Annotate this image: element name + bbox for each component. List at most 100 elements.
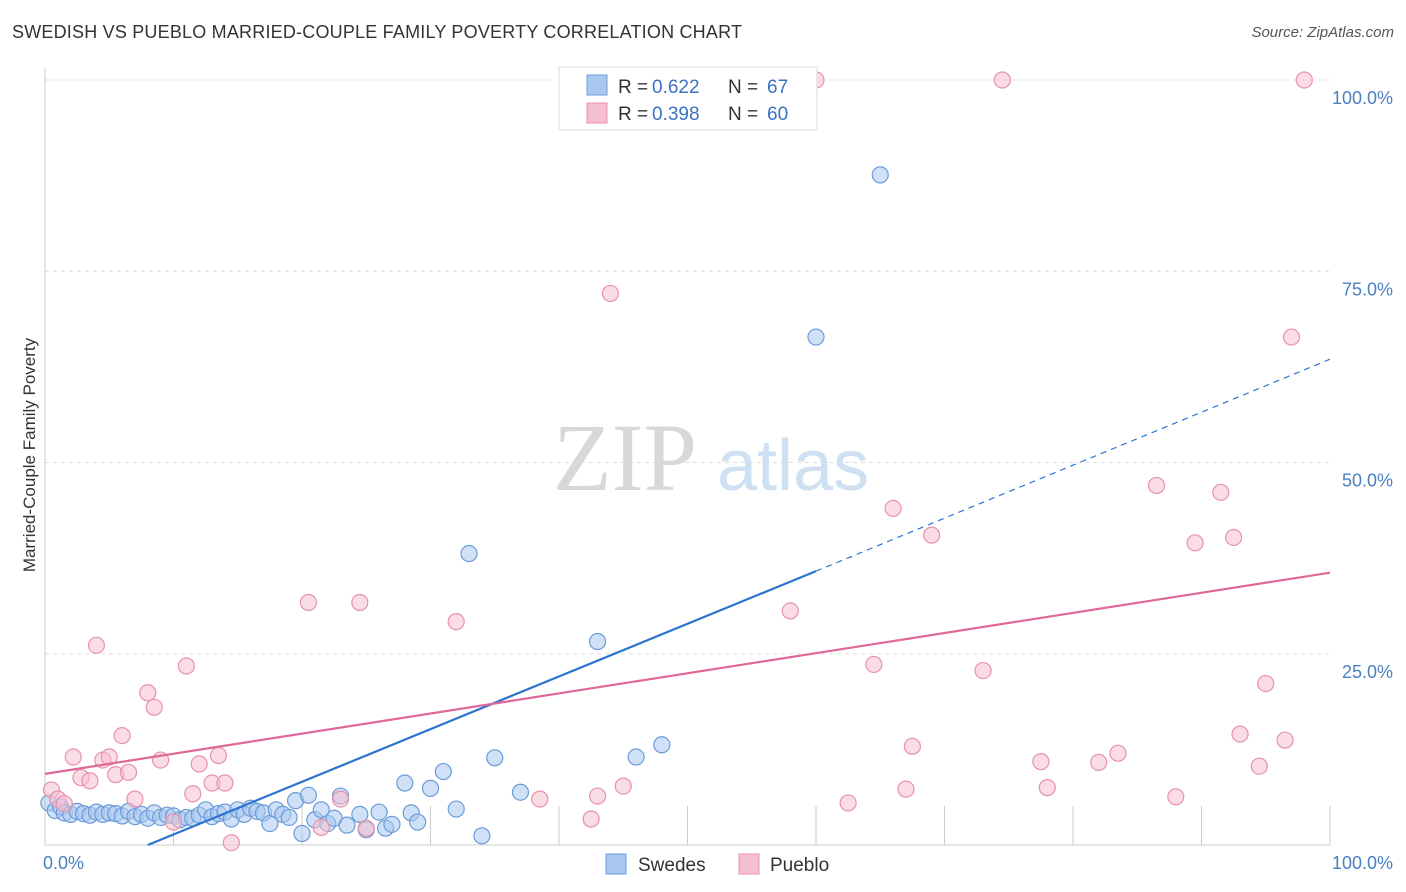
swedes-point	[627, 748, 645, 766]
pueblo-point	[1282, 328, 1301, 346]
pueblo-point	[1186, 534, 1204, 552]
swedes-point	[511, 783, 530, 801]
swedes-point	[351, 805, 369, 824]
pueblo-point	[1032, 753, 1050, 771]
bottom-legend-label-swedes: Swedes	[638, 855, 706, 876]
swedes-point	[261, 814, 279, 833]
pueblo-point	[190, 755, 208, 773]
watermark-atlas: atlas	[717, 426, 869, 506]
pueblo-point	[145, 698, 163, 716]
bottom-legend-label-pueblo: Pueblo	[770, 855, 829, 876]
pueblo-point	[531, 790, 549, 808]
legend-n-value-swedes: 67	[767, 77, 788, 98]
legend-swatch-pueblo	[586, 102, 608, 124]
y-tick-label: 25.0%	[1342, 662, 1393, 682]
pueblo-point	[1109, 744, 1127, 762]
x-tick-label-max: 100.0%	[1332, 853, 1393, 873]
pueblo-point	[126, 790, 144, 808]
swedes-point	[588, 632, 607, 651]
pueblo-point	[993, 71, 1011, 89]
pueblo-point	[139, 684, 157, 702]
chart-title: SWEDISH VS PUEBLO MARRIED-COUPLE FAMILY …	[12, 22, 743, 42]
pueblo-point	[614, 777, 632, 795]
legend-n-label-swedes: N =	[728, 77, 758, 98]
pueblo-point	[119, 763, 138, 781]
pueblo-point	[582, 810, 600, 828]
y-tick-label: 100.0%	[1332, 88, 1393, 108]
pueblo-point	[1090, 753, 1108, 771]
pueblo-point	[216, 774, 234, 792]
pueblo-point	[1231, 725, 1249, 743]
legend-n-label-pueblo: N =	[728, 104, 758, 125]
pueblo-point	[1038, 779, 1056, 797]
bottom-legend-swatch-swedes	[605, 853, 627, 875]
pueblo-point	[209, 746, 228, 765]
pueblo-point	[903, 737, 921, 755]
pueblo-point	[1276, 731, 1294, 749]
swedes-point	[338, 816, 356, 834]
pueblo-point	[1250, 757, 1268, 775]
pueblo-point	[1225, 528, 1243, 547]
trend-layer	[44, 358, 1331, 847]
swedes-point	[280, 808, 298, 827]
pueblo-point	[177, 657, 195, 675]
swedes-point	[460, 544, 478, 563]
pueblo-point	[781, 602, 799, 620]
pueblo-point	[588, 787, 607, 805]
pueblo-trend-line	[44, 571, 1331, 775]
pueblo-point	[81, 772, 99, 790]
legend-r-value-pueblo: 0.398	[652, 104, 700, 125]
y-tick-label: 75.0%	[1342, 279, 1393, 299]
pueblo-point	[87, 636, 106, 654]
swedes-point	[871, 166, 889, 184]
legend-n-value-pueblo: 60	[767, 104, 788, 125]
pueblo-point	[100, 748, 118, 766]
pueblo-point	[164, 813, 183, 831]
pueblo-point	[357, 819, 375, 837]
pueblo-point	[64, 748, 82, 766]
pueblo-point	[865, 655, 883, 674]
pueblo-point	[839, 794, 857, 812]
points-layer	[40, 71, 1313, 852]
y-tick-label: 50.0%	[1342, 471, 1393, 491]
pueblo-point	[299, 593, 318, 612]
watermark: ZIP atlas	[553, 404, 869, 511]
pueblo-point	[601, 284, 620, 303]
pueblo-point	[351, 593, 369, 612]
pueblo-point	[447, 613, 465, 631]
pueblo-point	[331, 790, 350, 808]
top-legend: R = 0.622 N = 67 R = 0.398 N = 60	[558, 66, 818, 131]
pueblo-point	[923, 526, 941, 544]
legend-r-value-swedes: 0.622	[652, 77, 700, 98]
bottom-legend: Swedes Pueblo	[605, 853, 829, 876]
bottom-legend-swatch-pueblo	[738, 853, 760, 875]
swedes-point	[396, 774, 414, 792]
pueblo-point	[1257, 674, 1275, 693]
chart-source: Source: ZipAtlas.com	[1251, 24, 1394, 41]
pueblo-point	[1212, 483, 1230, 501]
swedes-point	[293, 824, 311, 843]
pueblo-point	[55, 795, 73, 813]
pueblo-point	[184, 785, 202, 803]
legend-r-label-swedes: R =	[618, 77, 648, 98]
swedes-point	[473, 827, 491, 845]
pueblo-point	[974, 661, 992, 680]
swedes-point	[409, 813, 427, 831]
pueblo-point	[1167, 788, 1185, 806]
swedes-point	[370, 803, 388, 821]
pueblo-point	[312, 818, 330, 837]
swedes-point	[807, 328, 825, 346]
swedes-point	[383, 815, 401, 833]
swedes-point	[653, 736, 671, 754]
swedes-point	[486, 749, 504, 767]
x-tick-label-min: 0.0%	[43, 853, 84, 873]
pueblo-point	[222, 834, 240, 852]
pueblo-point	[113, 727, 131, 745]
legend-swatch-swedes	[586, 74, 608, 96]
axes-layer: 25.0% 50.0% 75.0% 100.0% 0.0% 100.0%	[43, 68, 1393, 873]
pueblo-point	[884, 499, 902, 517]
pueblo-point	[1147, 476, 1166, 495]
grid-layer	[45, 79, 1330, 655]
swedes-point	[312, 801, 330, 819]
